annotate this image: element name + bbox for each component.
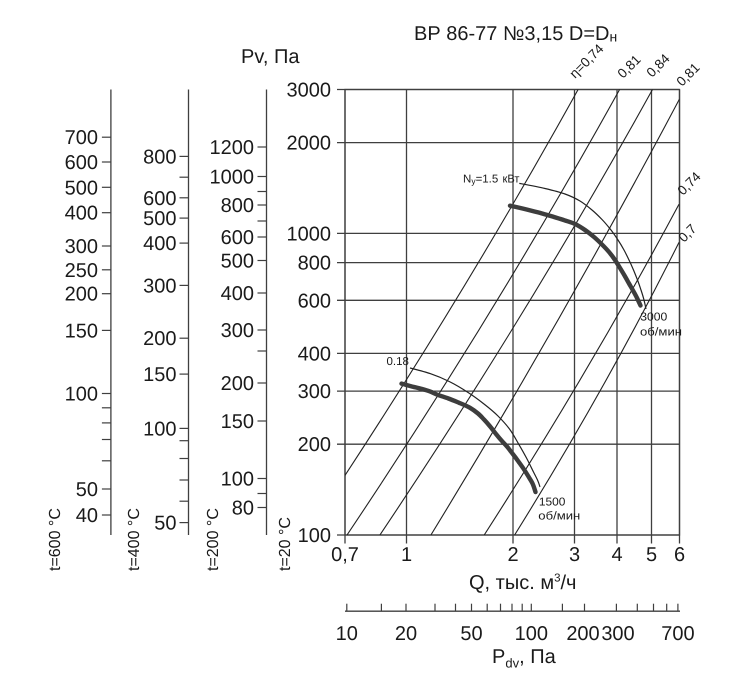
svg-text:150: 150 [65, 320, 98, 342]
svg-text:t=400 °C: t=400 °C [126, 508, 143, 571]
svg-text:4: 4 [611, 544, 622, 566]
svg-text:400: 400 [143, 233, 176, 255]
svg-text:300: 300 [601, 623, 634, 645]
svg-text:0.18: 0.18 [387, 356, 409, 368]
svg-text:0,7: 0,7 [331, 544, 359, 566]
svg-text:100: 100 [221, 469, 254, 491]
svg-text:Q, тыс. м3/ч: Q, тыс. м3/ч [469, 572, 576, 594]
svg-text:100: 100 [298, 525, 331, 547]
svg-text:Nу=1.5: Nу=1.5 [463, 174, 498, 187]
svg-text:Pv, Па: Pv, Па [241, 46, 300, 68]
svg-text:50: 50 [76, 479, 98, 501]
svg-text:300: 300 [143, 275, 176, 297]
svg-text:200: 200 [566, 623, 599, 645]
svg-text:400: 400 [221, 283, 254, 305]
svg-text:200: 200 [298, 434, 331, 456]
svg-text:2: 2 [507, 544, 518, 566]
svg-text:200: 200 [143, 328, 176, 350]
svg-text:t=200 °C: t=200 °C [205, 508, 222, 571]
svg-text:100: 100 [515, 623, 548, 645]
svg-text:5: 5 [646, 544, 657, 566]
svg-text:600: 600 [143, 188, 176, 210]
svg-text:1500: 1500 [539, 497, 566, 509]
svg-text:10: 10 [336, 623, 358, 645]
svg-text:3000: 3000 [640, 312, 667, 324]
svg-text:700: 700 [661, 623, 694, 645]
svg-text:об/мин: об/мин [640, 327, 682, 339]
svg-text:100: 100 [65, 384, 98, 406]
svg-text:500: 500 [65, 177, 98, 199]
svg-text:300: 300 [298, 381, 331, 403]
svg-text:100: 100 [143, 418, 176, 440]
svg-text:2000: 2000 [287, 133, 332, 155]
svg-text:ВР 86-77 №3,15 D=Dн: ВР 86-77 №3,15 D=Dн [414, 23, 617, 45]
svg-text:t=20 °C: t=20 °C [277, 517, 294, 571]
svg-text:Pdv, Па: Pdv, Па [492, 646, 557, 671]
svg-text:50: 50 [460, 623, 482, 645]
svg-text:800: 800 [221, 195, 254, 217]
svg-text:t=600 °C: t=600 °C [47, 508, 64, 571]
svg-text:150: 150 [221, 411, 254, 433]
svg-text:кВт: кВт [503, 174, 521, 186]
svg-text:600: 600 [298, 290, 331, 312]
svg-text:800: 800 [298, 253, 331, 275]
svg-text:1200: 1200 [210, 137, 255, 159]
svg-text:1: 1 [401, 544, 412, 566]
svg-text:300: 300 [65, 236, 98, 258]
svg-text:500: 500 [221, 251, 254, 273]
svg-text:40: 40 [76, 505, 98, 527]
svg-text:200: 200 [221, 373, 254, 395]
svg-text:250: 250 [65, 260, 98, 282]
svg-text:1000: 1000 [287, 223, 332, 245]
svg-text:800: 800 [143, 146, 176, 168]
svg-text:20: 20 [395, 623, 417, 645]
svg-text:50: 50 [154, 513, 176, 535]
svg-text:600: 600 [221, 227, 254, 249]
svg-text:400: 400 [65, 203, 98, 225]
svg-text:700: 700 [65, 127, 98, 149]
svg-text:300: 300 [221, 320, 254, 342]
svg-text:1000: 1000 [210, 167, 255, 189]
svg-text:200: 200 [65, 284, 98, 306]
svg-text:6: 6 [674, 544, 685, 566]
svg-text:об/мин: об/мин [538, 511, 580, 523]
svg-text:3: 3 [569, 544, 580, 566]
svg-text:3000: 3000 [287, 80, 332, 102]
svg-text:500: 500 [143, 208, 176, 230]
svg-text:150: 150 [143, 364, 176, 386]
svg-text:400: 400 [298, 343, 331, 365]
svg-text:80: 80 [232, 498, 254, 520]
svg-text:600: 600 [65, 152, 98, 174]
